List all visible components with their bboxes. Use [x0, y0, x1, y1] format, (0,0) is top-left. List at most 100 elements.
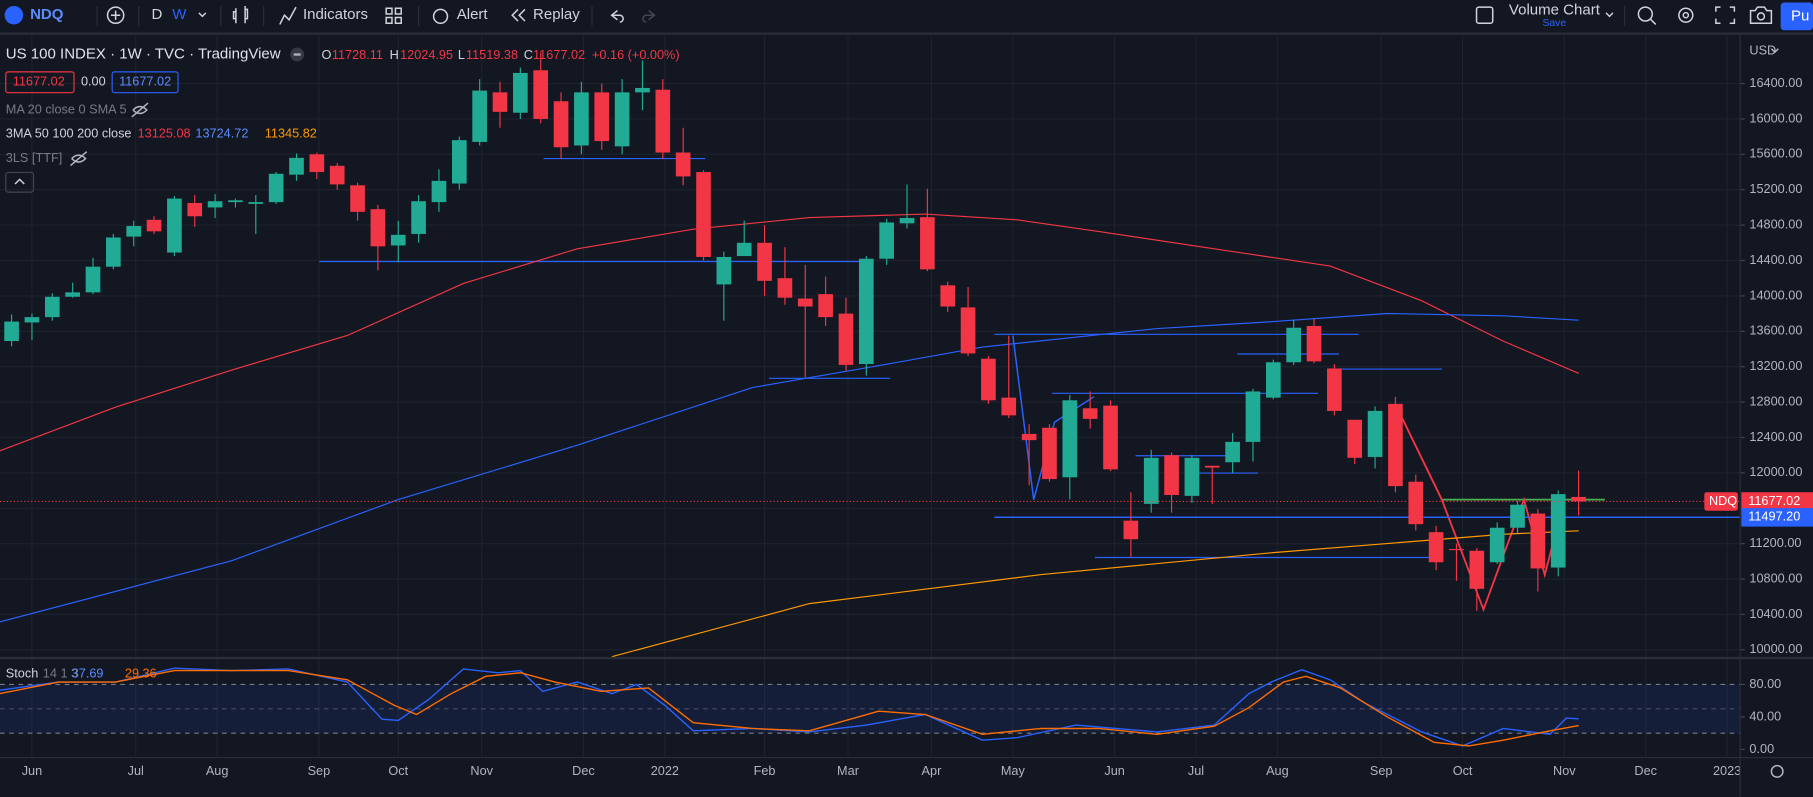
time-tick-label: Nov	[470, 763, 493, 778]
layout-status[interactable]: Save	[1542, 18, 1566, 29]
layout-icon[interactable]	[1475, 6, 1494, 25]
currency[interactable]: USD	[1749, 42, 1776, 57]
redo[interactable]	[642, 9, 656, 23]
price-tick-label: 10800.00	[1749, 570, 1802, 585]
candle-body	[309, 154, 325, 173]
ohlc-value: 11677.02	[533, 47, 585, 62]
ma-indicator[interactable]: MA 20 close 0 SMA 5	[6, 101, 127, 116]
symbol-logo[interactable]	[4, 5, 24, 25]
collapse-arrow	[14, 178, 25, 185]
candle-body	[858, 258, 874, 365]
collapse-legend[interactable]	[5, 171, 35, 193]
publish-label[interactable]: Pu	[1791, 7, 1809, 24]
candle-body	[4, 321, 19, 342]
layout-menu[interactable]	[1605, 12, 1614, 18]
time-tick-label: Aug	[206, 763, 229, 778]
time-tick-label: Dec	[1634, 763, 1657, 778]
ma-value: 13125.08	[138, 126, 191, 141]
indicators-icon[interactable]	[279, 6, 297, 25]
stoch-line	[0, 669, 1579, 747]
candle-body	[1225, 441, 1240, 463]
plot-area: Jun Jul Aug Sep Oct Nov Dec 2022 Feb Mar Apr May Jun…	[0, 34, 1813, 778]
three-ma-indicator[interactable]: 3MA 50 100 200 close	[6, 126, 132, 141]
candle-body	[879, 222, 894, 259]
candle-body	[187, 202, 203, 217]
price-tick-label: 10400.00	[1749, 606, 1802, 621]
interval[interactable]: D	[151, 6, 162, 23]
price-line-tag	[1741, 508, 1813, 527]
bid-price[interactable]: 11677.02	[13, 74, 65, 89]
stoch-title[interactable]: Stoch	[6, 666, 38, 681]
ohlc-value: 11519.38	[466, 47, 518, 62]
ask-price[interactable]: 11677.02	[119, 74, 171, 89]
price-line-label: 11497.20	[1748, 509, 1800, 524]
ls-indicator[interactable]: 3LS [TTF]	[6, 150, 62, 165]
replay-icon[interactable]	[511, 8, 526, 22]
candle-body	[757, 242, 772, 281]
candle-body	[106, 237, 121, 267]
snapshot-lens	[1756, 12, 1766, 21]
candle-body	[838, 313, 854, 365]
publish-button[interactable]	[1780, 2, 1813, 31]
candle-body	[1204, 465, 1220, 468]
hidden-icon[interactable]	[131, 102, 149, 118]
fullscreen[interactable]	[1715, 6, 1736, 25]
stoch-tick-label: 40.00	[1749, 708, 1781, 723]
time-tick-label: 2022	[651, 763, 679, 778]
stoch-params: 14 1 3	[43, 666, 78, 681]
candle-body	[716, 256, 732, 285]
toolbar-bg	[0, 0, 1813, 33]
currency-menu[interactable]	[1770, 48, 1779, 54]
time-tick-label: Mar	[837, 763, 860, 778]
replay-button[interactable]: Replay	[533, 6, 580, 23]
price-tick-label: 12800.00	[1749, 393, 1802, 408]
legend-toggle-mark	[293, 53, 301, 56]
ask-box[interactable]	[111, 71, 179, 94]
ohlc-value: 11728.11	[332, 47, 383, 62]
snapshot[interactable]	[1749, 6, 1773, 25]
indicators-button[interactable]: Indicators	[303, 6, 368, 23]
ohlc-key: C	[524, 47, 533, 62]
candle-body	[451, 140, 467, 184]
candle-body	[797, 298, 813, 307]
add-symbol[interactable]	[106, 6, 125, 25]
hidden-icon[interactable]	[70, 151, 88, 167]
search[interactable]	[1637, 6, 1654, 22]
undo[interactable]	[610, 9, 624, 23]
interval[interactable]: W	[172, 6, 187, 23]
candle-body	[411, 201, 426, 234]
time-tick-label: Jul	[1188, 763, 1204, 778]
time-tick-label: Feb	[754, 763, 776, 778]
alert-button[interactable]: Alert	[457, 6, 489, 23]
axis-settings[interactable]	[1770, 764, 1784, 778]
layout-name[interactable]: Volume Chart	[1509, 2, 1601, 19]
candle-body	[1042, 427, 1057, 480]
toolbar: NDQ D W Indicators Alert Replay Volume C…	[0, 0, 1813, 35]
candle-body	[594, 92, 610, 142]
chart-type[interactable]	[232, 5, 249, 24]
templates[interactable]	[385, 7, 402, 25]
symbol[interactable]: NDQ	[30, 6, 64, 23]
candle-body	[65, 292, 80, 297]
settings[interactable]	[1678, 7, 1694, 23]
time-tick-label: Jun	[22, 763, 42, 778]
time-tick-label: Sep	[308, 763, 331, 778]
candle-body	[492, 92, 508, 112]
alert-icon[interactable]	[432, 8, 449, 25]
price-tick-label: 16000.00	[1749, 110, 1802, 125]
ohlc-value: 12024.95	[400, 47, 453, 62]
time-tick-label: Apr	[922, 763, 943, 778]
time-tick-label: Oct	[1453, 763, 1473, 778]
candle-body	[289, 157, 304, 175]
candle-body	[1021, 433, 1037, 441]
candle-body	[1184, 457, 1200, 496]
price-tick-label: 15600.00	[1749, 146, 1802, 161]
interval-menu[interactable]	[198, 12, 207, 18]
time-tick-label: Oct	[388, 763, 408, 778]
bid-box[interactable]	[5, 71, 75, 94]
candle-body	[696, 172, 711, 257]
candle-body	[370, 209, 386, 247]
candle-body	[1510, 504, 1525, 528]
